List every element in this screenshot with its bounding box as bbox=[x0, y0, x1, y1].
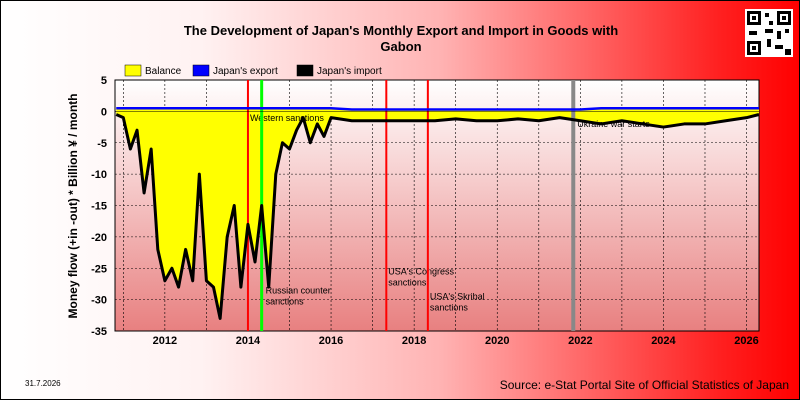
x-tick-label: 2026 bbox=[734, 335, 758, 347]
y-tick-label: -35 bbox=[91, 326, 107, 338]
footer-date: 31.7.2026 bbox=[25, 379, 61, 388]
y-tick-label: -10 bbox=[91, 169, 107, 181]
event-label: USA's Congress sanctions bbox=[388, 267, 454, 288]
x-tick-label: 2024 bbox=[651, 335, 676, 347]
x-tick-label: 2022 bbox=[568, 335, 592, 347]
event-label: Western sanctions bbox=[250, 113, 324, 123]
legend-swatch bbox=[192, 64, 210, 77]
export-line bbox=[116, 106, 759, 111]
legend-label: Balance bbox=[145, 66, 182, 77]
event-label: USA's Skribal sanctions bbox=[430, 292, 485, 313]
y-tick-label: -30 bbox=[91, 295, 107, 307]
y-tick-label: -5 bbox=[97, 138, 107, 150]
y-tick-label: -25 bbox=[91, 263, 107, 275]
chart-title-line2: Gabon bbox=[380, 39, 422, 54]
qr-code-icon bbox=[745, 9, 793, 57]
y-tick-label: 0 bbox=[101, 106, 107, 118]
x-tick-label: 2014 bbox=[236, 335, 261, 347]
legend-label: Japan's import bbox=[317, 66, 382, 77]
x-tick-label: 2018 bbox=[402, 335, 426, 347]
legend-label: Japan's export bbox=[213, 66, 278, 77]
event-label: Russian counter sanctions bbox=[266, 285, 331, 306]
legend-swatch bbox=[296, 64, 314, 77]
y-tick-label: -15 bbox=[91, 201, 107, 213]
x-tick-label: 2012 bbox=[153, 335, 177, 347]
event-label: Ukraine war starts bbox=[577, 119, 650, 129]
balance-area bbox=[116, 108, 759, 319]
x-tick-label: 2016 bbox=[319, 335, 343, 347]
x-tick-label: 2020 bbox=[485, 335, 509, 347]
y-tick-label: 5 bbox=[101, 75, 107, 87]
footer-source: Source: e-Stat Portal Site of Official S… bbox=[499, 378, 789, 392]
chart-title: The Development of Japan's Monthly Expor… bbox=[183, 23, 619, 38]
legend-swatch bbox=[124, 64, 142, 77]
y-tick-label: -20 bbox=[91, 232, 107, 244]
import-line bbox=[115, 113, 760, 320]
